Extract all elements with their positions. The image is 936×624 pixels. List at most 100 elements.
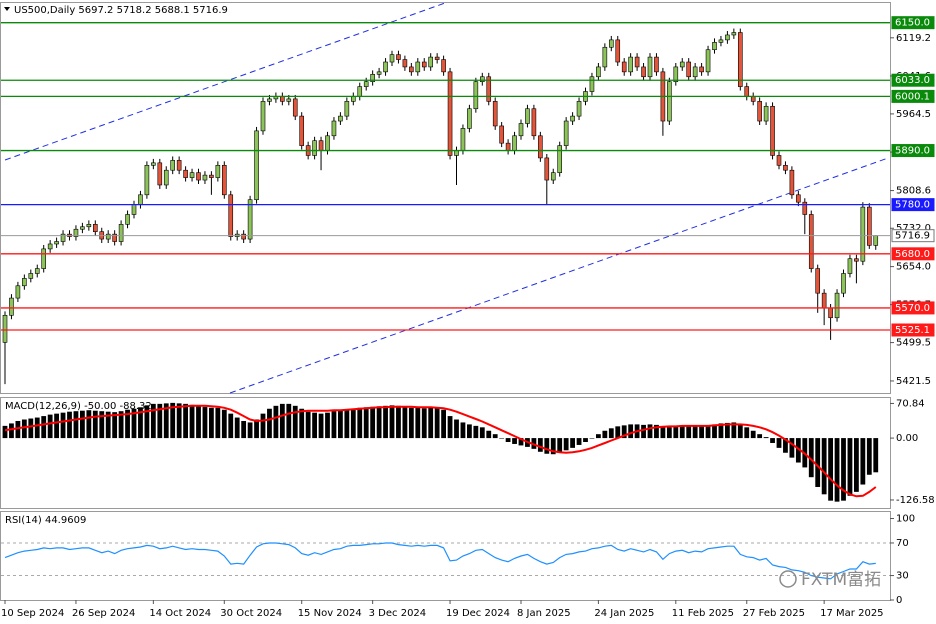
watermark-logo	[779, 570, 797, 588]
candle-body	[563, 120, 569, 146]
macd-bar	[247, 422, 253, 439]
channel-lower	[229, 157, 889, 394]
macd-bar	[486, 430, 492, 439]
macd-bar	[499, 438, 505, 439]
macd-bar	[350, 408, 356, 439]
candle-body	[538, 135, 543, 159]
macd-bar	[383, 405, 388, 439]
macd-bar	[396, 405, 401, 439]
macd-bar	[621, 425, 627, 439]
candle-body	[441, 59, 446, 73]
candle-body	[312, 140, 317, 156]
macd-bar	[415, 407, 421, 439]
macd-bar	[254, 419, 259, 439]
macd-bar	[170, 402, 176, 439]
x-tick-label: 11 Feb 2025	[672, 608, 734, 619]
candle-body	[667, 81, 672, 122]
candle-body	[654, 56, 659, 73]
candle-body	[428, 56, 434, 68]
macd-bar	[686, 426, 692, 439]
macd-bar	[841, 438, 846, 501]
candle-body	[196, 172, 201, 181]
macd-bar	[821, 438, 827, 495]
macd-bar	[279, 403, 285, 439]
macd-bar	[808, 438, 814, 478]
candle-body	[712, 42, 717, 51]
level-label: 5525.1	[895, 325, 930, 336]
candle-body	[744, 86, 750, 97]
candle-body	[363, 81, 369, 87]
candle-body	[80, 226, 85, 230]
candle-body	[499, 125, 504, 144]
candle-body	[131, 204, 137, 215]
macd-bar	[273, 405, 279, 439]
macd-bar	[92, 410, 98, 439]
y-tick-label: 5964.5	[896, 109, 931, 120]
candle-body	[350, 96, 356, 102]
macd-bar	[673, 426, 679, 439]
candle-body	[292, 98, 298, 117]
macd-bar	[189, 404, 195, 439]
candle-body	[60, 233, 66, 242]
macd-bar	[292, 405, 298, 439]
macd-bar	[602, 430, 608, 439]
candle-body	[847, 258, 853, 274]
candle-body	[718, 39, 724, 43]
candle-body	[331, 120, 337, 137]
candle-body	[9, 297, 14, 316]
macd-bar	[479, 427, 485, 439]
macd-signal	[4, 404, 877, 498]
candle-body	[389, 54, 395, 63]
candle-body	[789, 169, 795, 196]
candle-body	[608, 39, 614, 48]
macd-bar	[408, 407, 414, 439]
x-tick-label: 14 Oct 2024	[149, 608, 211, 619]
macd-bar	[705, 425, 711, 439]
candle-body	[163, 169, 169, 186]
macd-bar	[318, 413, 324, 439]
candle-body	[802, 201, 808, 215]
macd-bar	[21, 419, 27, 439]
macd-bar	[654, 424, 659, 439]
candle-body	[47, 243, 53, 250]
macd-bar	[428, 407, 434, 439]
level-label-box	[891, 198, 935, 212]
macd-bar	[267, 408, 272, 439]
macd-bar	[854, 438, 859, 492]
candle-body	[338, 115, 343, 122]
level-label-box	[891, 247, 935, 261]
macd-bar	[389, 405, 395, 439]
level-label: 5780.0	[895, 200, 930, 211]
macd-bar	[138, 407, 143, 439]
macd-bar	[447, 416, 453, 439]
y-tick-label: 5421.5	[896, 376, 931, 387]
macd-bar	[770, 438, 775, 443]
macd-bar	[305, 411, 311, 439]
macd-bar	[202, 406, 208, 439]
macd-bar	[583, 438, 588, 442]
candle-body	[570, 115, 575, 122]
candle-body	[550, 172, 556, 181]
x-tick-label: 24 Jan 2025	[594, 608, 654, 619]
candle-body	[589, 76, 595, 92]
candle-body	[492, 101, 498, 127]
macd-bar	[628, 424, 634, 439]
candle-body	[473, 81, 479, 110]
macd-bar	[163, 403, 169, 439]
macd-bar	[666, 427, 672, 439]
candle-body	[854, 258, 859, 262]
candle-body	[763, 105, 769, 122]
candle-body	[731, 32, 737, 36]
macd-bar	[325, 412, 330, 439]
candle-body	[118, 224, 124, 242]
candle-body	[86, 224, 92, 228]
y-tick-label: 6119.2	[896, 33, 931, 44]
macd-bar	[647, 424, 653, 439]
candle-body	[202, 174, 208, 181]
candle-body	[383, 61, 388, 73]
candle-body	[286, 98, 292, 102]
level-label: 5570.0	[895, 303, 930, 314]
rsi-title: RSI(14) 44.9609	[5, 515, 86, 526]
candle-body	[447, 71, 453, 156]
candle-body	[750, 96, 756, 102]
